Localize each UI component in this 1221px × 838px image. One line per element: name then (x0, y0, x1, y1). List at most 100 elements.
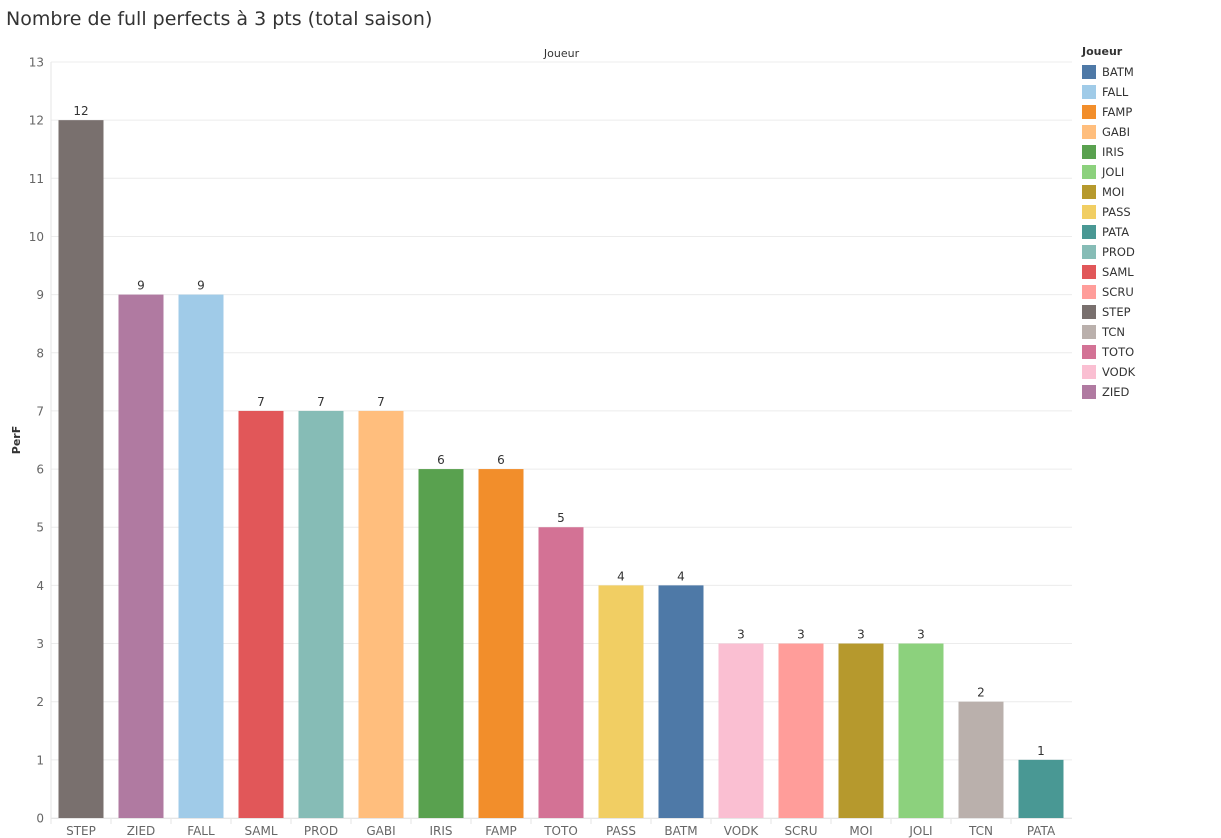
legend: Joueur BATM FALL FAMP GABI IRIS JOLI MOI PASS PA… (1082, 45, 1135, 402)
legend-item-step[interactable]: STEP (1082, 302, 1135, 322)
y-tick-label: 1 (36, 753, 44, 767)
data-label: 3 (857, 628, 865, 642)
legend-swatch (1082, 85, 1096, 99)
x-tick-label: SAML (244, 824, 277, 838)
legend-swatch (1082, 65, 1096, 79)
x-tick-label: STEP (66, 824, 96, 838)
legend-item-moi[interactable]: MOI (1082, 182, 1135, 202)
x-tick-label: PROD (304, 824, 338, 838)
legend-item-saml[interactable]: SAML (1082, 262, 1135, 282)
x-tick-label: TCN (968, 824, 993, 838)
x-tick-label: ZIED (127, 824, 156, 838)
legend-item-fall[interactable]: FALL (1082, 82, 1135, 102)
legend-label: TOTO (1102, 345, 1135, 359)
legend-item-pata[interactable]: PATA (1082, 222, 1135, 242)
legend-swatch (1082, 245, 1096, 259)
data-label: 3 (917, 628, 925, 642)
legend-item-batm[interactable]: BATM (1082, 62, 1135, 82)
legend-swatch (1082, 145, 1096, 159)
y-tick-label: 5 (36, 521, 44, 535)
data-label: 4 (677, 569, 685, 583)
legend-item-gabi[interactable]: GABI (1082, 122, 1135, 142)
x-tick-label: PATA (1027, 824, 1056, 838)
bar-zied (118, 294, 164, 819)
x-tick-label: JOLI (908, 824, 932, 838)
legend-swatch (1082, 165, 1096, 179)
bar-batm (658, 585, 704, 818)
y-tick-label: 3 (36, 637, 44, 651)
x-tick-label: VODK (724, 824, 760, 838)
y-tick-label: 11 (29, 172, 44, 186)
legend-item-scru[interactable]: SCRU (1082, 282, 1135, 302)
data-label: 12 (73, 104, 88, 118)
y-tick-label: 4 (36, 579, 44, 593)
legend-swatch (1082, 125, 1096, 139)
legend-label: STEP (1102, 305, 1131, 319)
y-tick-label: 7 (36, 404, 44, 418)
legend-item-vodk[interactable]: VODK (1082, 362, 1135, 382)
data-label: 7 (257, 395, 265, 409)
legend-swatch (1082, 305, 1096, 319)
legend-swatch (1082, 205, 1096, 219)
y-tick-label: 13 (29, 56, 44, 70)
legend-item-zied[interactable]: ZIED (1082, 382, 1135, 402)
legend-item-famp[interactable]: FAMP (1082, 102, 1135, 122)
bar-moi (838, 643, 884, 818)
y-tick-label: 2 (36, 695, 44, 709)
x-tick-label: SCRU (784, 824, 817, 838)
legend-item-pass[interactable]: PASS (1082, 202, 1135, 222)
data-label: 9 (197, 279, 205, 293)
x-tick-label: TOTO (543, 824, 578, 838)
y-tick-label: 0 (36, 812, 44, 826)
y-tick-label: 12 (29, 114, 44, 128)
column-header: Joueur (543, 47, 580, 60)
legend-label: FAMP (1102, 105, 1133, 119)
legend-label: SCRU (1102, 285, 1134, 299)
legend-label: SAML (1102, 265, 1134, 279)
data-label: 3 (797, 628, 805, 642)
y-tick-label: 10 (29, 230, 44, 244)
data-label: 2 (977, 686, 985, 700)
x-tick-label: IRIS (429, 824, 452, 838)
legend-label: ZIED (1102, 385, 1130, 399)
legend-swatch (1082, 185, 1096, 199)
legend-label: TCN (1102, 325, 1125, 339)
legend-swatch (1082, 285, 1096, 299)
chart-title: Nombre de full perfects à 3 pts (total s… (6, 8, 433, 30)
legend-swatch (1082, 105, 1096, 119)
legend-label: JOLI (1102, 165, 1125, 179)
legend-label: PROD (1102, 245, 1135, 259)
legend-label: PATA (1102, 225, 1130, 239)
x-tick-label: MOI (849, 824, 872, 838)
x-tick-label: GABI (366, 824, 395, 838)
data-label: 4 (617, 569, 625, 583)
bar-tcn (958, 701, 1004, 818)
legend-label: PASS (1102, 205, 1131, 219)
x-tick-label: FAMP (485, 824, 517, 838)
x-tick-label: FALL (187, 824, 215, 838)
data-label: 7 (377, 395, 385, 409)
legend-label: IRIS (1102, 145, 1125, 159)
legend-swatch (1082, 225, 1096, 239)
legend-swatch (1082, 385, 1096, 399)
bar-saml (238, 410, 284, 818)
legend-label: FALL (1102, 85, 1129, 99)
bar-famp (478, 469, 524, 818)
data-label: 6 (437, 453, 445, 467)
legend-item-iris[interactable]: IRIS (1082, 142, 1135, 162)
legend-label: GABI (1102, 125, 1131, 139)
y-tick-label: 6 (36, 463, 44, 477)
legend-swatch (1082, 325, 1096, 339)
data-label: 6 (497, 453, 505, 467)
legend-label: MOI (1102, 185, 1125, 199)
legend-item-tcn[interactable]: TCN (1082, 322, 1135, 342)
legend-item-toto[interactable]: TOTO (1082, 342, 1135, 362)
data-label: 7 (317, 395, 325, 409)
legend-item-joli[interactable]: JOLI (1082, 162, 1135, 182)
bar-scru (778, 643, 824, 818)
bar-fall (178, 294, 224, 819)
data-label: 9 (137, 279, 145, 293)
legend-item-prod[interactable]: PROD (1082, 242, 1135, 262)
data-label: 1 (1037, 744, 1045, 758)
